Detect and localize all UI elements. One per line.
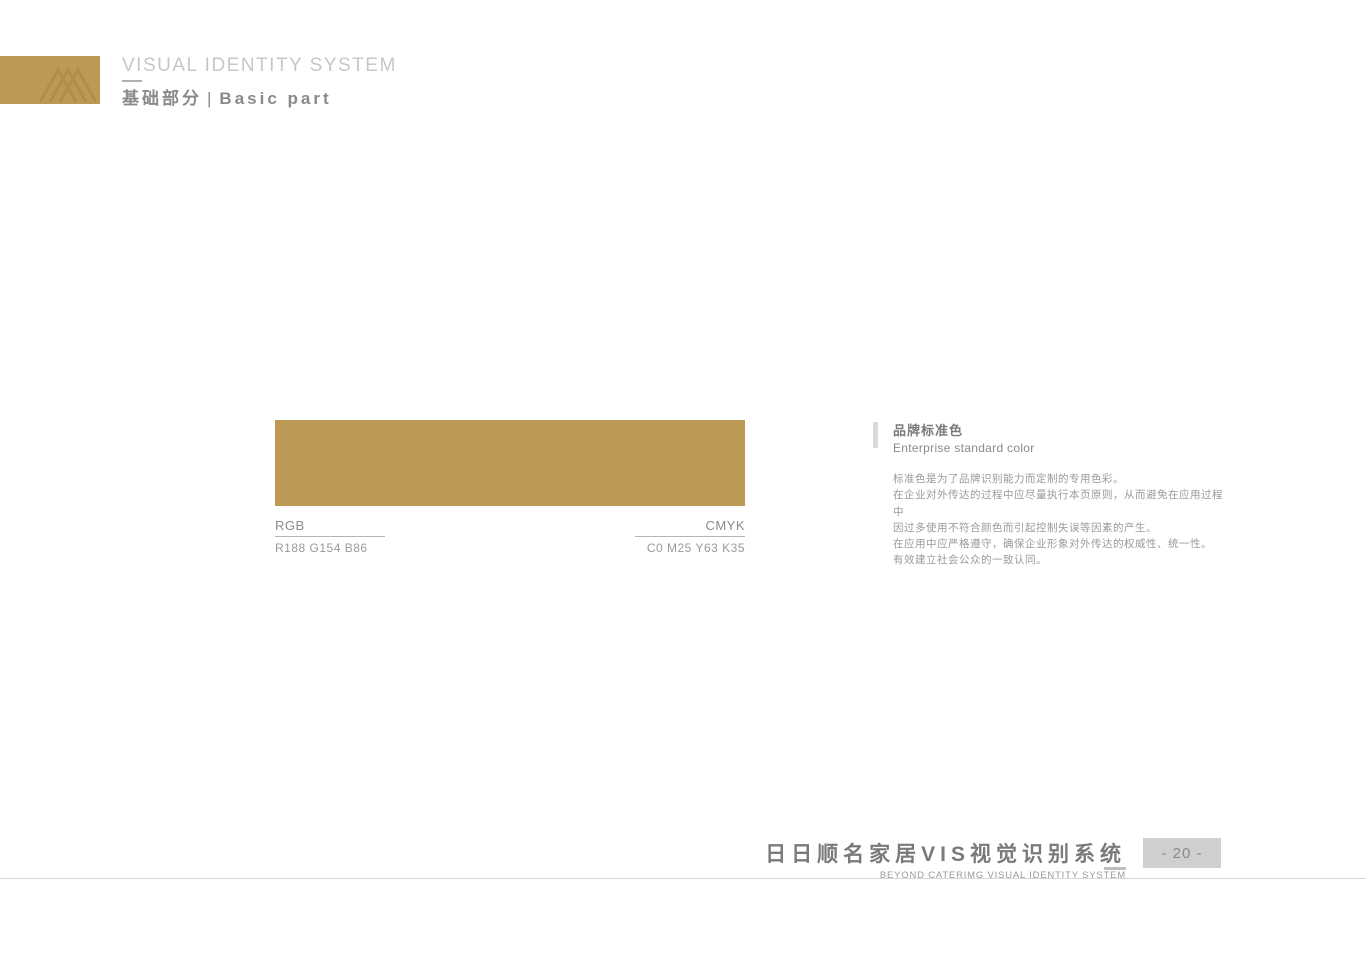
- desc-heading-en: Enterprise standard color: [893, 441, 1223, 455]
- desc-heading-cn: 品牌标准色: [893, 420, 1223, 439]
- footer-brand: 日日顺名家居VIS视觉识别系统 BEYOND CATERIMG VISUAL I…: [765, 838, 1126, 881]
- swatch-labels: RGB R188 G154 B86 CMYK C0 M25 Y63 K35: [275, 518, 745, 555]
- header-text: VISUAL IDENTITY SYSTEM 基础部分|Basic part: [122, 55, 397, 109]
- header-accent-logo: [0, 56, 100, 104]
- footer-brand-en: BEYOND CATERIMG VISUAL IDENTITY SYSTEM: [765, 870, 1126, 881]
- footer-page-number: - 20 -: [1143, 838, 1221, 868]
- footer-rule: [0, 878, 1366, 879]
- header-title-en: VISUAL IDENTITY SYSTEM: [122, 55, 397, 77]
- color-swatch-block: RGB R188 G154 B86 CMYK C0 M25 Y63 K35: [275, 420, 745, 555]
- rgb-column: RGB R188 G154 B86: [275, 518, 385, 555]
- brand-color-swatch: [275, 420, 745, 506]
- description-accent-bar: [873, 422, 878, 448]
- desc-line: 有效建立社会公众的一致认同。: [893, 552, 1223, 568]
- cmyk-rule: [635, 536, 745, 537]
- cmyk-column: CMYK C0 M25 Y63 K35: [635, 518, 745, 555]
- footer-brand-dash: [1104, 867, 1126, 870]
- header-subtitle-en: Basic part: [219, 89, 331, 108]
- desc-line: 在企业对外传达的过程中应尽量执行本页原则，从而避免在应用过程中: [893, 487, 1223, 520]
- desc-body: 标准色是为了品牌识别能力而定制的专用色彩。 在企业对外传达的过程中应尽量执行本页…: [893, 471, 1223, 569]
- desc-line: 因过多使用不符合颜色而引起控制失误等因素的产生。: [893, 520, 1223, 536]
- cmyk-label: CMYK: [635, 518, 745, 536]
- desc-line: 标准色是为了品牌识别能力而定制的专用色彩。: [893, 471, 1223, 487]
- header-subtitle: 基础部分|Basic part: [122, 84, 397, 109]
- cmyk-value: C0 M25 Y63 K35: [635, 541, 745, 555]
- rgb-value: R188 G154 B86: [275, 541, 385, 555]
- footer-brand-cn: 日日顺名家居VIS视觉识别系统: [765, 838, 1126, 868]
- rgb-rule: [275, 536, 385, 537]
- rgb-label: RGB: [275, 518, 385, 536]
- header-rule: [122, 80, 142, 82]
- desc-line: 在应用中应严格遵守，确保企业形象对外传达的权威性、统一性。: [893, 536, 1223, 552]
- description-block: 品牌标准色 Enterprise standard color 标准色是为了品牌…: [893, 420, 1223, 569]
- header-subtitle-cn: 基础部分: [122, 89, 202, 108]
